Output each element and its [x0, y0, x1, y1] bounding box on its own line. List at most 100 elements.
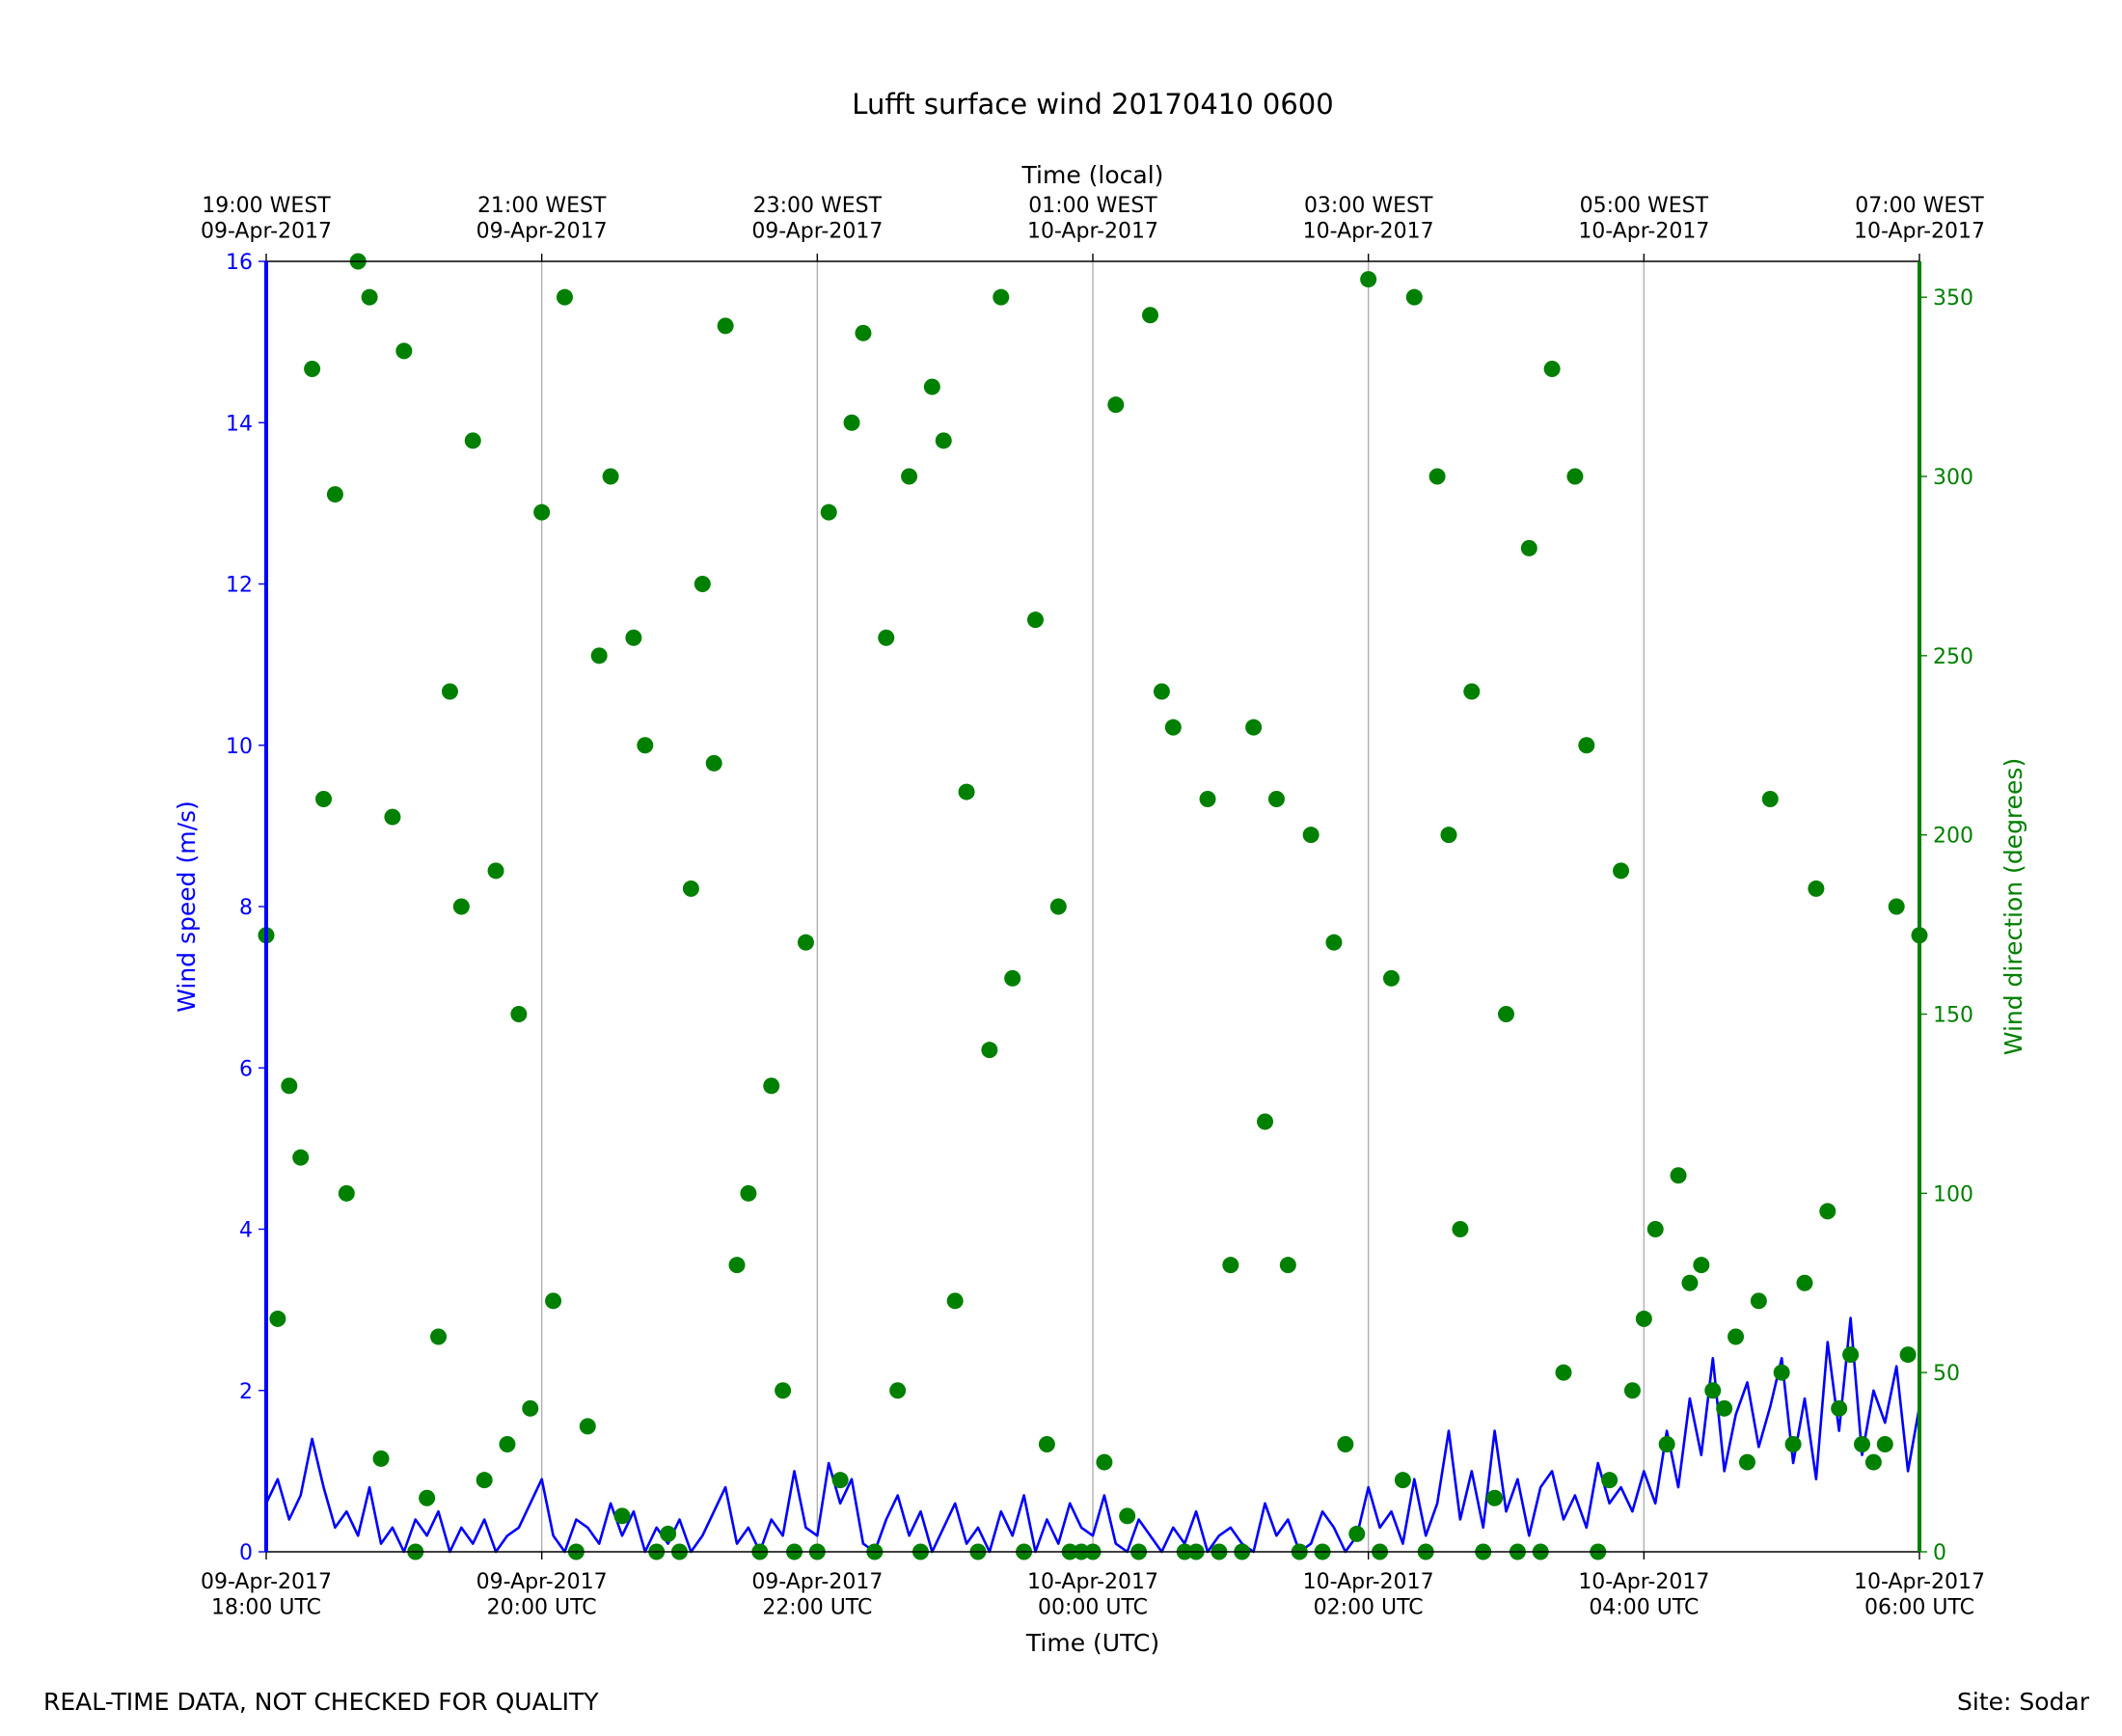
direction-point [797, 934, 814, 951]
direction-point [1405, 288, 1423, 306]
direction-point [499, 1436, 516, 1452]
direction-point [660, 1525, 677, 1542]
direction-point [946, 1292, 964, 1310]
direction-point [1543, 361, 1561, 377]
direction-point [728, 1257, 746, 1274]
y2-tick-label: 350 [1933, 286, 1973, 311]
speed-line [264, 1316, 1921, 1554]
direction-point [1279, 1257, 1296, 1274]
direction-point [1440, 827, 1457, 844]
direction-point [1566, 468, 1584, 485]
direction-point [1704, 1382, 1722, 1399]
direction-point [1796, 1274, 1813, 1291]
direction-point [1601, 1472, 1619, 1489]
y-tick-label: 2 [239, 1380, 253, 1404]
direction-point [1199, 791, 1216, 807]
direction-point [464, 432, 481, 449]
footer-left: REAL-TIME DATA, NOT CHECKED FOR QUALITY [43, 1688, 599, 1716]
direction-point [613, 1507, 631, 1525]
y-tick-label: 0 [239, 1541, 253, 1565]
direction-point [1452, 1221, 1469, 1237]
direction-point [878, 629, 895, 646]
direction-point [1681, 1274, 1699, 1291]
y-tick-label: 16 [226, 251, 253, 275]
direction-point [1257, 1113, 1274, 1130]
direction-point [705, 754, 722, 772]
x2-tick-label: 23:00 WEST 09-Apr-2017 [751, 194, 883, 243]
direction-point [545, 1292, 562, 1310]
x-tick-label: 09-Apr-2017 18:00 UTC [201, 1570, 332, 1619]
direction-point [579, 1418, 596, 1435]
direction-point [1750, 1292, 1767, 1310]
direction-point [993, 288, 1010, 306]
direction-point [1302, 827, 1319, 844]
x2-tick-label: 07:00 WEST 10-Apr-2017 [1854, 194, 1985, 243]
direction-point [338, 1184, 355, 1202]
direction-point [1463, 683, 1481, 700]
direction-point [901, 468, 918, 485]
direction-point [1646, 1221, 1664, 1237]
x-axis-label: Time (UTC) [1025, 1629, 1159, 1657]
direction-point [1164, 719, 1182, 736]
x2-tick-label: 01:00 WEST 10-Apr-2017 [1027, 194, 1158, 243]
x2-tick-label: 03:00 WEST 10-Apr-2017 [1303, 194, 1434, 243]
direction-point [1267, 791, 1285, 807]
direction-point [717, 317, 734, 335]
direction-point [637, 737, 654, 754]
direction-point [923, 378, 940, 395]
direction-point [1876, 1436, 1893, 1452]
direction-point [1773, 1364, 1790, 1381]
direction-point [1853, 1436, 1870, 1452]
direction-point [1670, 1167, 1687, 1184]
direction-point [1049, 898, 1067, 915]
direction-point [820, 503, 837, 521]
direction-point [292, 1149, 310, 1166]
y-axis-label: Wind speed (m/s) [173, 800, 201, 1013]
direction-point [843, 414, 860, 431]
direction-point [1831, 1399, 1848, 1417]
direction-point [1888, 898, 1905, 915]
y-tick-label: 10 [226, 735, 253, 759]
y2-tick-label: 250 [1933, 645, 1973, 669]
direction-point [625, 629, 642, 646]
direction-point [315, 791, 333, 807]
direction-point [1635, 1310, 1652, 1327]
direction-point [419, 1489, 436, 1506]
direction-point [889, 1382, 907, 1399]
direction-point [1623, 1382, 1641, 1399]
direction-point [452, 898, 470, 915]
direction-point [831, 1472, 849, 1489]
direction-point [602, 468, 619, 485]
direction-point [522, 1399, 539, 1417]
x-tick-label: 10-Apr-2017 06:00 UTC [1854, 1570, 1985, 1619]
direction-point [1337, 1436, 1354, 1452]
x2-axis-label: Time (local) [1021, 161, 1164, 189]
direction-point [1658, 1436, 1675, 1452]
x-tick-label: 09-Apr-2017 20:00 UTC [476, 1570, 608, 1619]
y-tick-label: 8 [239, 896, 253, 920]
y-tick-label: 6 [239, 1057, 253, 1081]
direction-point [1738, 1453, 1755, 1471]
direction-point [487, 862, 504, 880]
direction-point [1578, 737, 1595, 754]
direction-point [1761, 791, 1779, 807]
direction-point [1819, 1203, 1836, 1220]
direction-point [556, 288, 573, 306]
y2-tick-label: 200 [1933, 825, 1973, 849]
x-tick-label: 09-Apr-2017 22:00 UTC [751, 1570, 883, 1619]
chart-title: Lufft surface wind 20170410 0600 [852, 88, 1333, 121]
direction-point [1693, 1257, 1710, 1274]
direction-point [682, 880, 699, 897]
direction-point [855, 324, 872, 341]
direction-point [1038, 1436, 1055, 1452]
y-tick-label: 4 [239, 1219, 253, 1243]
direction-point [1613, 862, 1630, 880]
direction-point [1864, 1453, 1882, 1471]
direction-point [1142, 307, 1159, 324]
direction-point [384, 808, 401, 826]
x-tick-label: 10-Apr-2017 02:00 UTC [1303, 1570, 1434, 1619]
x2-tick-label: 19:00 WEST 09-Apr-2017 [201, 194, 332, 243]
direction-point [1222, 1257, 1239, 1274]
direction-point [1245, 719, 1263, 736]
